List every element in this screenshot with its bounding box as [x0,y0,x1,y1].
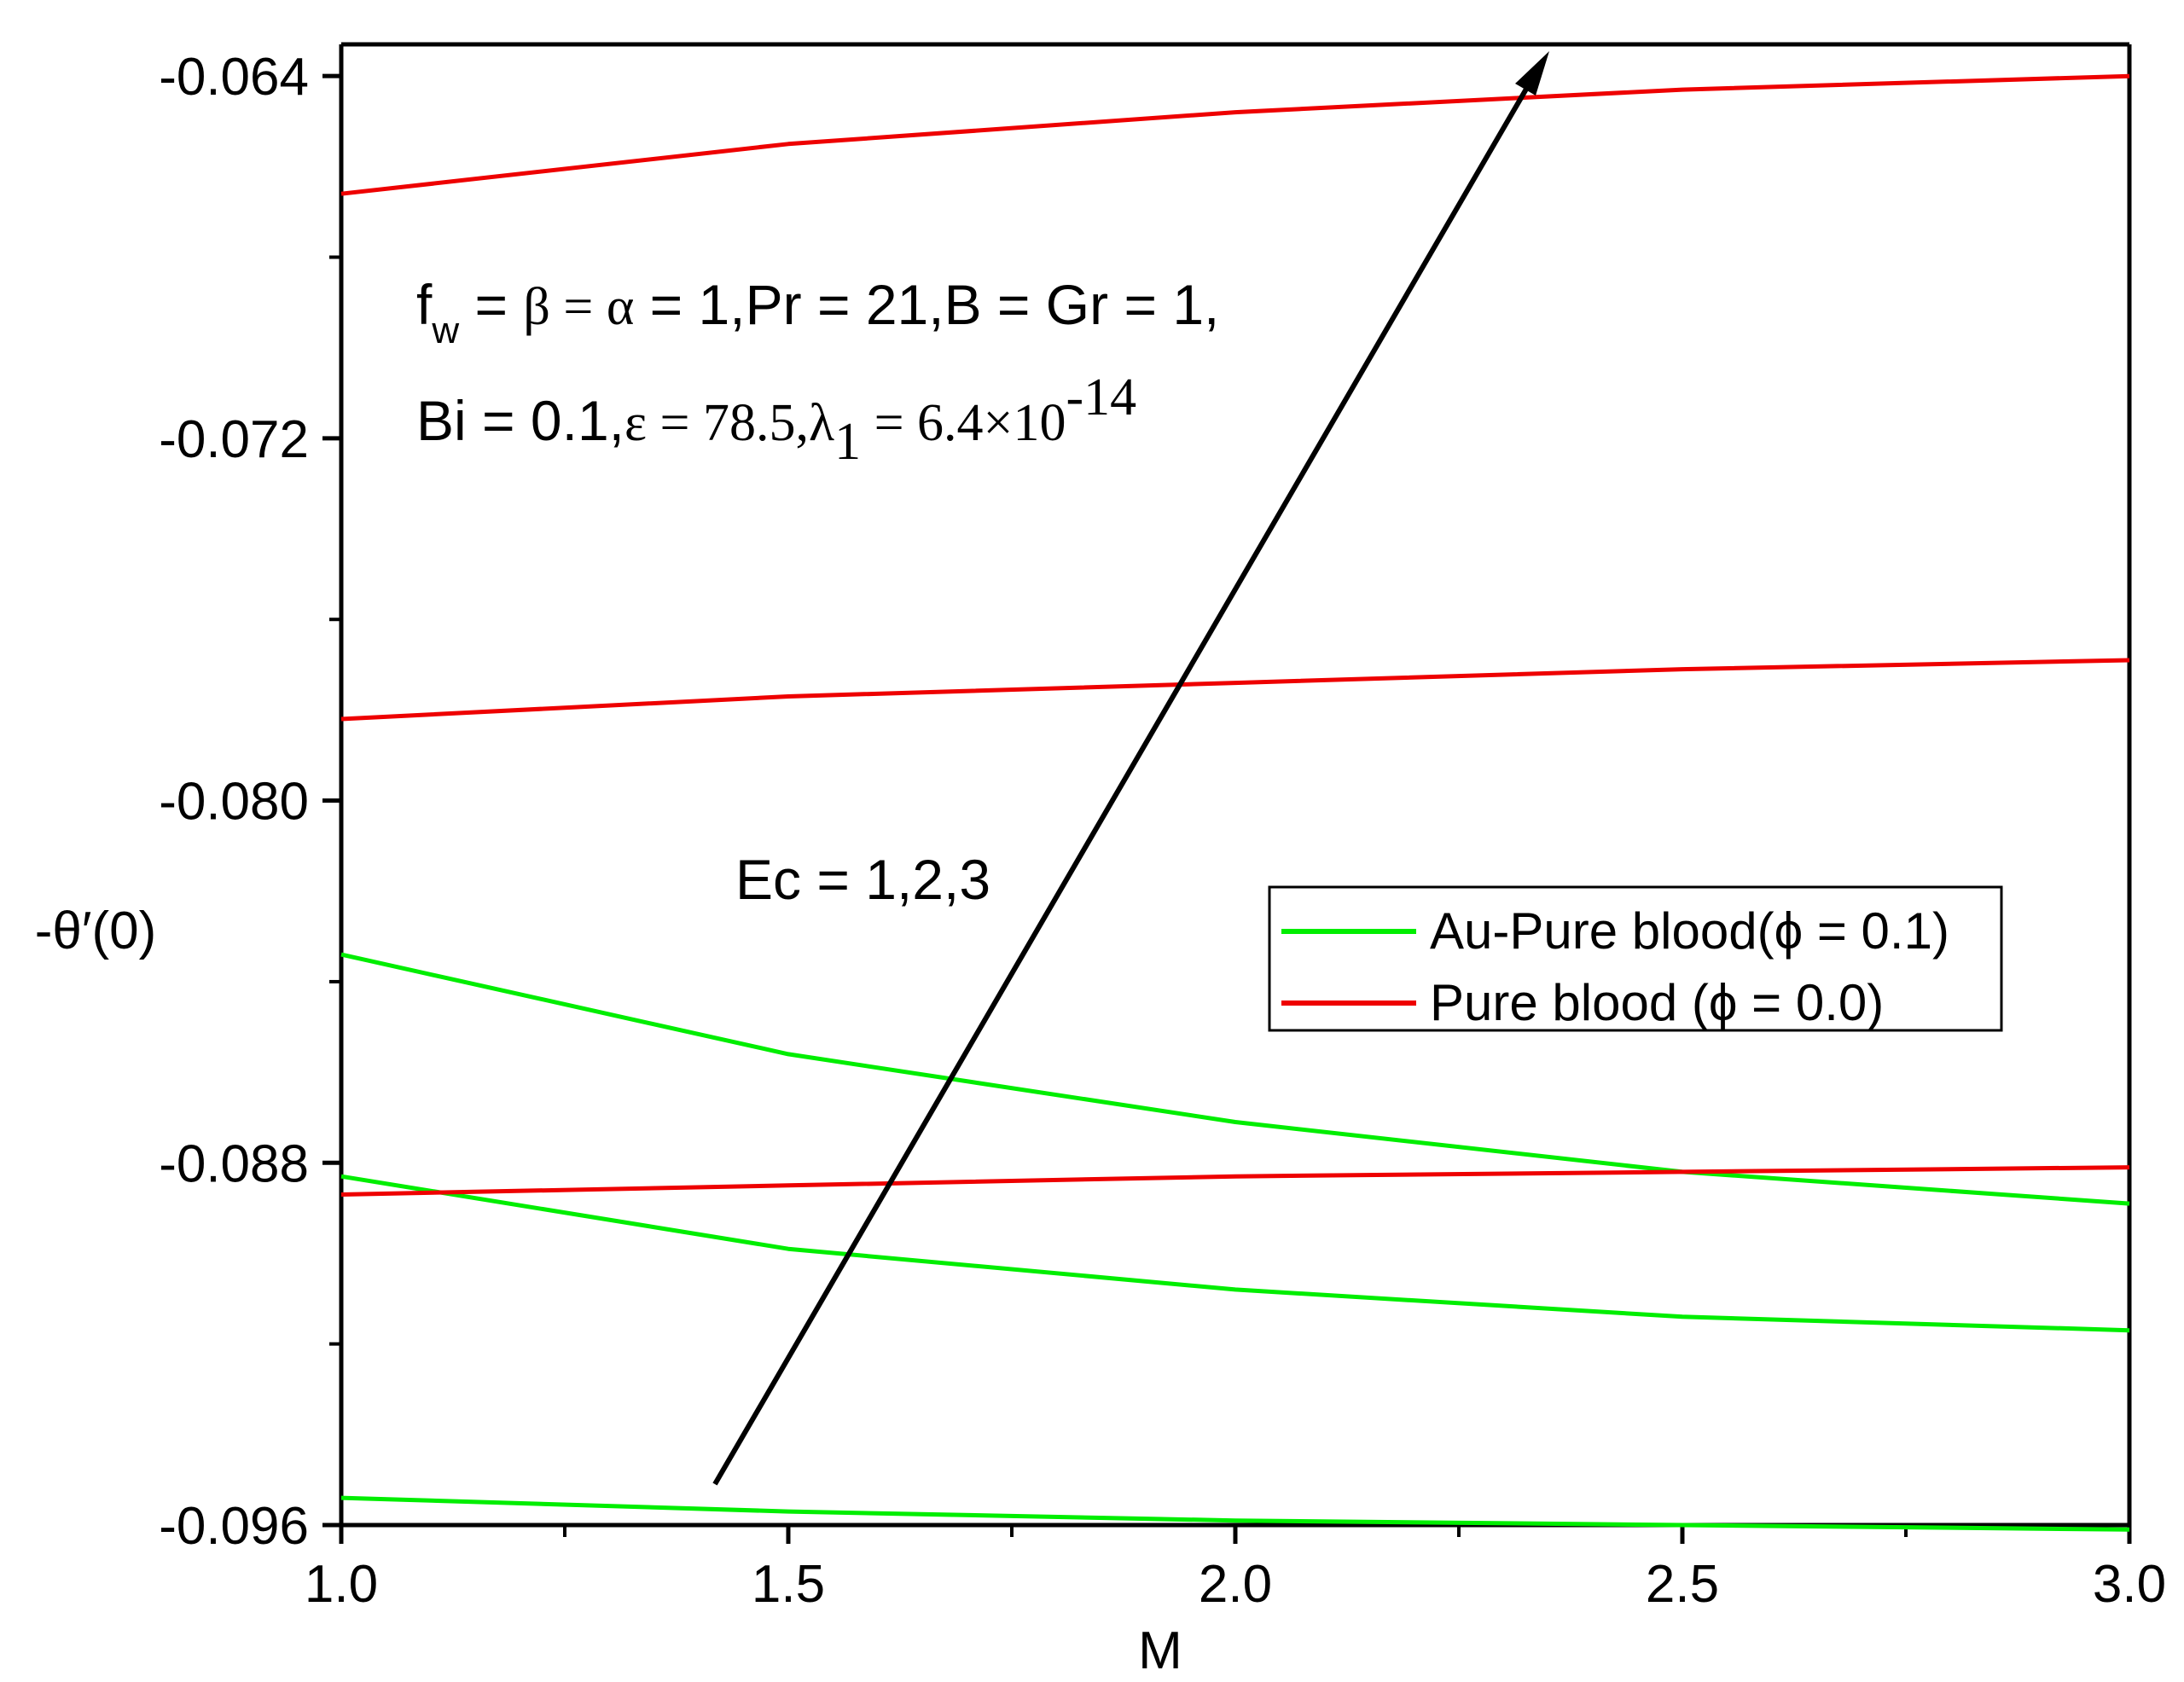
y-tick-label: -0.088 [159,1134,309,1193]
y-tick-label: -0.064 [159,48,309,107]
plot-frame [339,42,2132,1528]
y-tick-label: -0.080 [159,773,309,832]
params-f: f [416,273,433,336]
series-line-2 [340,1174,2130,1333]
params-eps-lambda: ε = 78.5,λ [624,394,834,452]
ec-arrow-shaft [712,68,1540,1486]
ec-arrow-head [1515,51,1549,96]
series-line-6 [340,73,2130,196]
ec-arrow-label: Ec = 1,2,3 [735,848,990,911]
x-tick-label: 2.0 [1199,1555,1272,1614]
params-f-subscript: w [431,310,459,351]
params-eq1: = [459,273,523,336]
y-axis-title: -θ′(0) [35,902,157,960]
legend-label-1: Au-Pure blood(ϕ = 0.1) [1430,902,1949,960]
params-rest1: = 1,Pr = 21,B = Gr = 1, [634,273,1219,336]
ec-arrow [712,51,1549,1486]
series-line-1 [340,1495,2130,1532]
params-lambda-subscript: 1 [834,413,861,471]
legend-label-2: Pure blood (ϕ = 0.0) [1430,974,1884,1031]
series-line-5 [340,658,2130,722]
params-bi: Bi = 0.1, [416,389,624,452]
y-tick-label: -0.096 [159,1497,309,1556]
x-tick-label: 1.5 [752,1555,825,1614]
series-layer [340,73,2130,1532]
x-tick-label: 2.5 [1646,1555,1719,1614]
series-line-4 [340,1165,2130,1197]
y-tick-label: -0.072 [159,410,309,469]
legend: Au-Pure blood(ϕ = 0.1) Pure blood (ϕ = 0.… [1268,885,2003,1032]
y-axis-ticks: -0.064 -0.072 -0.080 -0.088 -0.096 [159,48,341,1556]
params-exponent: -14 [1066,368,1137,426]
params-beta-alpha: β = α [523,278,634,336]
legend-box [1268,885,2003,1032]
x-tick-label: 1.0 [305,1555,378,1614]
params-value: = 6.4×10 [861,394,1066,452]
x-axis-title: M [1138,1621,1182,1680]
params-annotation-line1: fw = β = α = 1,Pr = 21,B = Gr = 1, [416,273,1219,351]
x-tick-label: 3.0 [2093,1555,2166,1614]
x-axis-ticks: 1.0 1.5 2.0 2.5 3.0 [305,1525,2166,1614]
params-annotation-line2: Bi = 0.1,ε = 78.5,λ1 = 6.4×10-14 [416,368,1136,471]
series-line-3 [340,952,2130,1206]
